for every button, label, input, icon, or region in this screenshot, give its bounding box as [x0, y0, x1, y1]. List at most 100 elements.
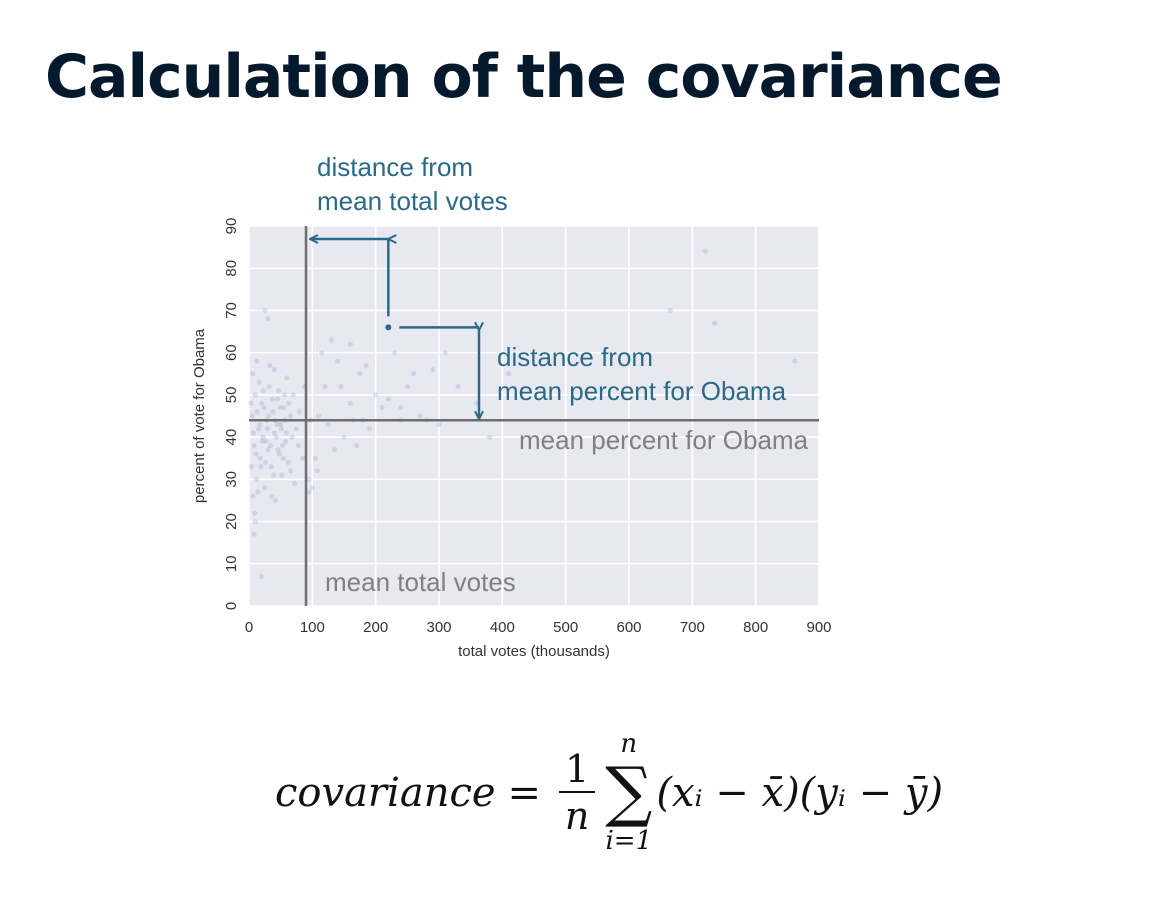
- formula-denominator: n: [564, 794, 590, 838]
- data-point: [267, 442, 274, 449]
- data-point: [249, 413, 255, 419]
- data-point: [322, 383, 328, 390]
- data-point: [379, 404, 385, 411]
- data-point: [257, 421, 263, 428]
- dx-label-line2: mean total votes: [317, 186, 508, 216]
- data-point: [297, 409, 303, 415]
- data-point: [260, 434, 266, 440]
- data-point: [258, 464, 264, 470]
- data-point: [792, 358, 798, 364]
- data-point: [254, 476, 260, 482]
- data-point: [262, 307, 268, 314]
- dx-label-line1: distance from: [317, 152, 473, 182]
- data-point: [289, 434, 295, 440]
- data-point: [279, 472, 285, 478]
- data-point: [331, 447, 338, 453]
- data-point: [250, 430, 257, 436]
- data-point: [254, 358, 260, 364]
- data-point: [319, 350, 325, 356]
- data-point: [300, 455, 306, 461]
- formula-lhs: covariance: [275, 770, 496, 816]
- data-point: [341, 434, 347, 440]
- data-point: [430, 366, 436, 373]
- data-point: [265, 316, 271, 322]
- data-point: [262, 459, 269, 466]
- data-point: [281, 404, 287, 411]
- data-point: [392, 350, 398, 356]
- data-point: [278, 421, 284, 428]
- data-point: [398, 404, 404, 411]
- data-point: [363, 362, 369, 368]
- data-point: [314, 468, 320, 474]
- data-point: [251, 531, 257, 537]
- data-point: [259, 573, 265, 580]
- data-point: [259, 438, 265, 444]
- data-point: [366, 426, 372, 432]
- x-tick-label: 100: [300, 619, 325, 636]
- data-point: [309, 485, 315, 491]
- data-point: [266, 413, 272, 419]
- highlighted-point: [385, 324, 392, 331]
- data-point: [711, 320, 718, 326]
- data-point: [338, 383, 344, 390]
- data-point: [280, 455, 286, 461]
- x-tick-label: 0: [245, 619, 253, 636]
- data-point: [255, 426, 262, 432]
- data-point: [256, 379, 262, 385]
- data-point: [667, 307, 673, 314]
- covariance-formula: covariance = 1 n n ∑ i=1 (xᵢ − x̄)(yᵢ − …: [275, 718, 943, 868]
- data-point: [263, 438, 269, 444]
- data-point: [276, 388, 282, 394]
- data-point: [287, 413, 293, 419]
- data-point: [273, 497, 279, 504]
- sigma-symbol: ∑: [605, 753, 653, 830]
- data-point: [274, 396, 281, 402]
- formula-equals: =: [507, 770, 542, 816]
- data-point: [283, 438, 289, 444]
- data-point: [261, 404, 267, 411]
- formula-sum-lower: i=1: [605, 826, 653, 856]
- data-point: [254, 409, 260, 415]
- data-point: [265, 447, 271, 453]
- y-tick-label: 40: [223, 429, 240, 446]
- data-point: [347, 341, 353, 347]
- formula-terms: (xᵢ − x̄)(yᵢ − ȳ): [656, 770, 944, 816]
- data-point: [306, 476, 312, 482]
- data-point: [275, 447, 281, 453]
- data-point: [286, 400, 292, 406]
- data-point: [279, 442, 286, 449]
- data-point: [284, 375, 290, 381]
- data-point: [292, 480, 298, 487]
- data-point: [262, 485, 268, 491]
- data-point: [306, 489, 312, 495]
- x-tick-label: 200: [363, 619, 388, 636]
- data-point: [325, 421, 331, 428]
- data-point: [248, 464, 255, 470]
- data-point: [266, 383, 272, 390]
- dy-label-line2: mean percent for Obama: [497, 376, 787, 406]
- data-point: [283, 430, 289, 436]
- data-point: [250, 493, 256, 499]
- data-point: [252, 518, 258, 525]
- formula-sum-upper: n: [620, 729, 638, 759]
- data-point: [277, 404, 283, 411]
- y-tick-label: 60: [223, 344, 240, 361]
- data-point: [295, 442, 301, 449]
- data-point: [281, 392, 288, 398]
- data-point: [252, 392, 258, 398]
- data-point: [260, 388, 267, 394]
- data-point: [290, 392, 296, 398]
- y-tick-label: 20: [223, 513, 240, 530]
- y-tick-label: 50: [223, 387, 240, 404]
- data-point: [354, 442, 360, 449]
- data-point: [347, 400, 353, 406]
- data-point: [252, 510, 258, 516]
- y-tick-label: 10: [223, 555, 240, 572]
- x-tick-label: 900: [806, 619, 831, 636]
- data-point: [285, 459, 291, 466]
- data-point: [273, 434, 279, 440]
- data-point: [455, 383, 461, 390]
- annotations: [310, 239, 479, 419]
- x-tick-label: 700: [680, 619, 705, 636]
